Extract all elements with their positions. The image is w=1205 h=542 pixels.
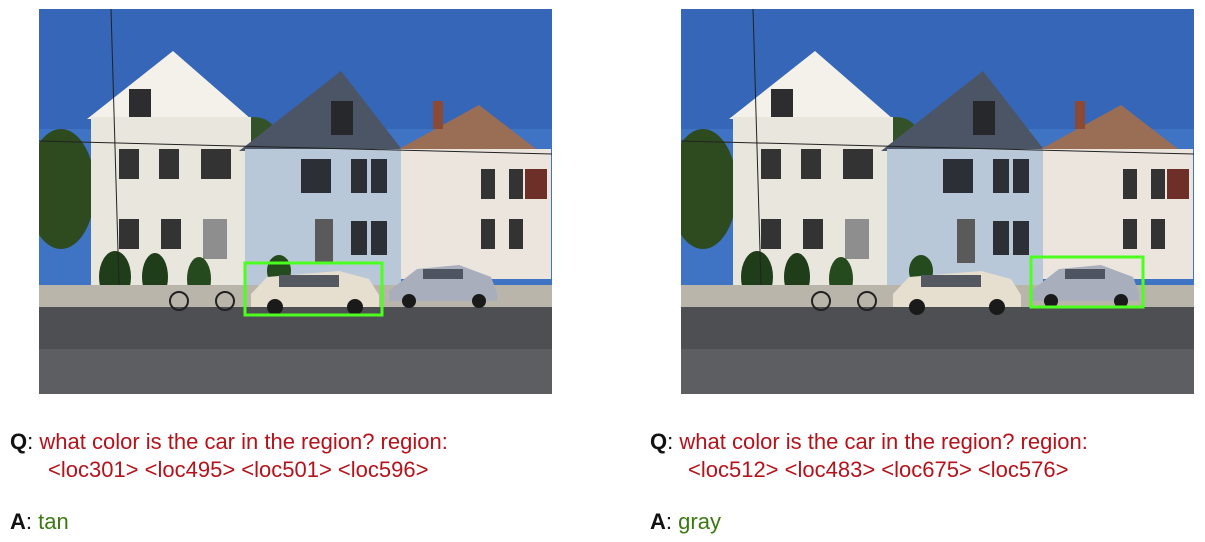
question-text: what color is the car in the region? reg…	[679, 429, 1088, 454]
answer-text: gray	[678, 509, 721, 534]
question-label: Q	[10, 429, 28, 454]
panel-left: Q: what color is the car in the region? …	[0, 0, 560, 542]
tan-car	[893, 271, 1021, 315]
region-bounding-box	[243, 261, 384, 317]
region-bounding-box	[1029, 255, 1145, 309]
question-text: what color is the car in the region? reg…	[39, 429, 448, 454]
street-scene-image	[681, 9, 1194, 394]
street-photo	[681, 9, 1194, 394]
answer-label: A	[650, 509, 666, 534]
answer-text: tan	[38, 509, 69, 534]
gray-car	[389, 265, 497, 308]
question: Q: what color is the car in the region? …	[650, 429, 1088, 482]
answer: A: gray	[650, 509, 721, 534]
answer-label: A	[10, 509, 26, 534]
question: Q: what color is the car in the region? …	[10, 429, 448, 482]
answer: A: tan	[10, 509, 69, 534]
question-label: Q	[650, 429, 668, 454]
question-region-tokens: <loc512> <loc483> <loc675> <loc576>	[688, 457, 1069, 482]
street-scene-image	[39, 9, 552, 394]
question-region-tokens: <loc301> <loc495> <loc501> <loc596>	[48, 457, 429, 482]
tan-car	[251, 271, 379, 315]
gray-car	[1031, 265, 1139, 308]
panel-right: Q: what color is the car in the region? …	[640, 0, 1200, 542]
street-photo	[39, 9, 552, 394]
